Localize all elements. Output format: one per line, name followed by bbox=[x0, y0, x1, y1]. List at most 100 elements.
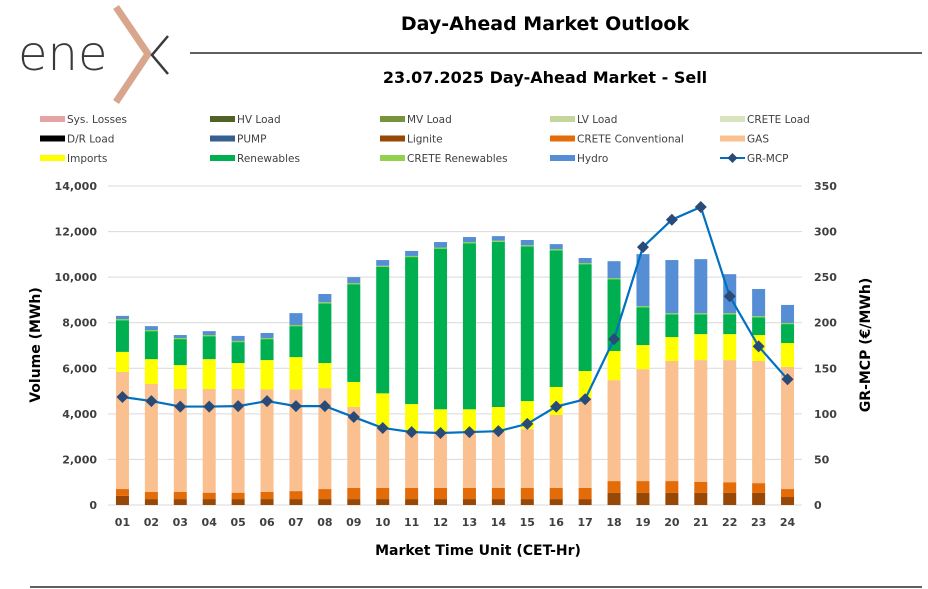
legend-swatch bbox=[550, 135, 575, 142]
y2-tick-label: 150 bbox=[814, 362, 837, 375]
x-tick-label: 04 bbox=[202, 516, 218, 529]
bar-imports-20 bbox=[665, 337, 679, 361]
legend-item-hv-load: HV Load bbox=[210, 114, 281, 126]
gr-mcp-point-01 bbox=[116, 390, 129, 403]
bar-lignite-23 bbox=[752, 492, 766, 505]
bar-imports-13 bbox=[462, 409, 476, 434]
legend-label: PUMP bbox=[237, 134, 266, 146]
bar-hydro-02 bbox=[144, 326, 158, 331]
y2-tick-label: 250 bbox=[814, 271, 837, 284]
x-tick-label: 01 bbox=[115, 516, 130, 529]
x-tick-label: 22 bbox=[722, 516, 737, 529]
legend-label: Sys. Losses bbox=[67, 114, 127, 126]
bar-gas-03 bbox=[173, 389, 187, 493]
bar-imports-07 bbox=[289, 357, 303, 390]
x-tick-label: 08 bbox=[317, 516, 332, 529]
bar-hydro-19 bbox=[636, 254, 650, 307]
bar-gas-02 bbox=[144, 384, 158, 493]
bar-crete-renewables-20 bbox=[665, 313, 679, 315]
bar-hydro-06 bbox=[260, 332, 274, 338]
legend-swatch bbox=[380, 135, 405, 142]
legend-item-d-r-load: D/R Load bbox=[40, 134, 114, 146]
bar-gas-14 bbox=[491, 432, 505, 488]
bar-renewables-22 bbox=[723, 314, 737, 335]
legend-swatch bbox=[720, 116, 745, 122]
bar-imports-12 bbox=[434, 409, 448, 434]
gr-mcp-point-05 bbox=[232, 400, 245, 413]
bar-imports-14 bbox=[491, 407, 505, 433]
bar-gas-24 bbox=[781, 366, 795, 490]
gr-mcp-point-18 bbox=[608, 333, 621, 346]
bar-renewables-21 bbox=[694, 314, 708, 335]
bar-imports-18 bbox=[607, 350, 621, 381]
bar-crete-renewables-09 bbox=[347, 283, 361, 285]
bar-hydro-14 bbox=[491, 236, 505, 241]
y-tick-label: 10,000 bbox=[55, 271, 98, 284]
bar-renewables-24 bbox=[781, 324, 795, 343]
gr-mcp-point-02 bbox=[145, 395, 158, 408]
bar-crete-renewables-14 bbox=[491, 240, 505, 242]
gr-mcp-point-16 bbox=[550, 400, 563, 413]
bar-gas-08 bbox=[318, 388, 332, 490]
gr-mcp-point-09 bbox=[347, 411, 360, 424]
logo-text-ene: ene bbox=[18, 26, 107, 82]
legend-swatch bbox=[210, 155, 235, 161]
bar-gas-22 bbox=[723, 360, 737, 483]
gridlines bbox=[108, 185, 802, 506]
logo-x-stroke-icon bbox=[150, 35, 169, 75]
bar-hydro-21 bbox=[694, 259, 708, 314]
bar-hydro-12 bbox=[434, 242, 448, 248]
legend-item-sys-losses: Sys. Losses bbox=[40, 114, 127, 126]
gr-mcp-point-10 bbox=[376, 421, 389, 434]
bar-gas-06 bbox=[260, 389, 274, 493]
bar-crete-conventional-11 bbox=[405, 487, 419, 500]
bar-hydro-13 bbox=[462, 237, 476, 243]
bar-lignite-09 bbox=[347, 499, 361, 505]
y2-tick-label: 0 bbox=[814, 499, 822, 512]
bar-renewables-05 bbox=[231, 342, 245, 364]
legend-label: HV Load bbox=[237, 114, 281, 126]
gr-mcp-point-08 bbox=[318, 400, 331, 413]
bar-lignite-17 bbox=[578, 499, 592, 505]
bar-imports-11 bbox=[405, 404, 419, 433]
legend-item-gas: GAS bbox=[720, 134, 769, 146]
x-tick-label: 15 bbox=[520, 516, 535, 529]
bar-crete-conventional-22 bbox=[723, 482, 737, 493]
legend-item-renewables: Renewables bbox=[210, 153, 300, 165]
page-title: Day-Ahead Market Outlook bbox=[401, 13, 690, 35]
y2-tick-label: 350 bbox=[814, 180, 837, 193]
bar-renewables-06 bbox=[260, 339, 274, 361]
legend-label: CRETE Load bbox=[747, 114, 810, 126]
bar-imports-22 bbox=[723, 334, 737, 361]
x-axis-label: Market Time Unit (CET-Hr) bbox=[375, 543, 581, 559]
legend-label: GAS bbox=[747, 134, 769, 146]
x-tick-label: 14 bbox=[491, 516, 507, 529]
bar-crete-conventional-15 bbox=[520, 487, 534, 500]
bar-gas-05 bbox=[231, 389, 245, 493]
bar-hydro-01 bbox=[115, 315, 129, 320]
bar-gas-04 bbox=[202, 389, 216, 493]
legend-item-crete-renewables: CRETE Renewables bbox=[380, 153, 508, 165]
bar-lignite-21 bbox=[694, 492, 708, 505]
bar-renewables-13 bbox=[462, 243, 476, 410]
bar-crete-conventional-17 bbox=[578, 487, 592, 500]
bar-crete-conventional-05 bbox=[231, 492, 245, 500]
bar-crete-conventional-24 bbox=[781, 489, 795, 498]
x-tick-label: 11 bbox=[404, 516, 419, 529]
bar-hydro-08 bbox=[318, 294, 332, 303]
y2-tick-label: 200 bbox=[814, 317, 837, 330]
gr-mcp-point-04 bbox=[203, 400, 216, 413]
gr-mcp-point-17 bbox=[579, 393, 592, 406]
bar-renewables-03 bbox=[173, 339, 187, 366]
bar-crete-conventional-10 bbox=[376, 487, 390, 500]
bar-crete-renewables-22 bbox=[723, 313, 737, 315]
y-tick-label: 0 bbox=[89, 499, 97, 512]
bar-renewables-18 bbox=[607, 279, 621, 351]
bar-lignite-15 bbox=[520, 499, 534, 505]
gr-mcp-point-06 bbox=[261, 395, 274, 408]
gr-mcp-point-15 bbox=[521, 417, 534, 430]
bar-gas-01 bbox=[115, 371, 129, 490]
legend-item-hydro: Hydro bbox=[550, 153, 608, 165]
legend-item-lv-load: LV Load bbox=[550, 114, 617, 126]
bar-renewables-16 bbox=[549, 250, 563, 387]
